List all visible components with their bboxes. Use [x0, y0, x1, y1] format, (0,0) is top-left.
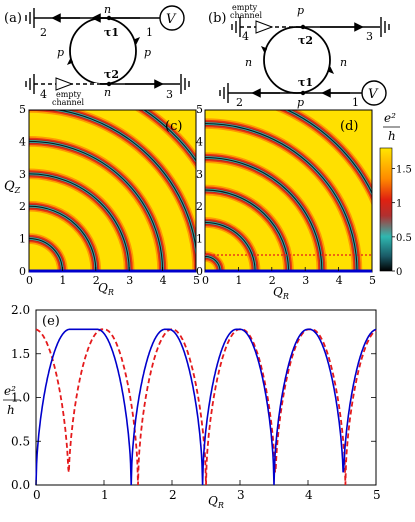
y-axis-label-denominator: h	[7, 403, 15, 417]
x-tick-label: 0	[26, 274, 33, 287]
x-tick-label: 1	[101, 488, 109, 502]
y-tick-label: 5	[196, 103, 203, 116]
panel-b-tag: (b)	[208, 11, 226, 26]
colorbar: e² h 1.5 1 0.5 0	[379, 111, 412, 278]
panel-a-tag: (a)	[4, 11, 22, 26]
source-label: V	[166, 12, 177, 27]
terminal-4: 4	[40, 88, 47, 101]
colorbar-tick-label: 0	[396, 267, 402, 278]
terminal-3: 3	[166, 88, 173, 101]
series-solid	[35, 328, 377, 486]
x-axis-label: QR	[273, 285, 289, 301]
y-tick-label: 3	[196, 168, 203, 181]
region-left: p	[57, 46, 64, 59]
terminal-2: 2	[236, 96, 243, 109]
x-tick-label: 3	[302, 274, 309, 287]
x-tick-label: 3	[237, 488, 245, 502]
empty-channel-line2: channel	[52, 98, 84, 107]
panel-a-circuit: (a) V 2 1 n p p n τ1 τ2 4	[4, 3, 190, 107]
region-bottom: p	[297, 96, 304, 109]
y-tick-label: 1.5	[11, 347, 30, 361]
heatmap-background	[29, 110, 196, 271]
y-tick-label: 2	[196, 200, 203, 213]
terminal-4: 4	[242, 30, 249, 43]
ground-symbol	[25, 8, 35, 28]
panel-d-tag: (d)	[340, 119, 358, 134]
colorbar-strip	[379, 147, 393, 272]
x-tick-label: 2	[269, 274, 276, 287]
region-top: p	[297, 4, 304, 17]
y-axis-label-numerator: e²	[4, 384, 16, 398]
y-tick-label: 0.0	[11, 478, 30, 492]
colorbar-unit-numerator: e²	[384, 111, 396, 125]
terminal-1: 1	[146, 26, 153, 39]
x-axis-label: QR	[98, 281, 114, 297]
tau-label-bottom: τ1	[298, 76, 313, 89]
y-tick-label: 3	[19, 168, 26, 181]
y-tick-label: 2	[19, 200, 26, 213]
region-right: p	[144, 46, 151, 59]
colorbar-unit-denominator: h	[388, 129, 396, 143]
panel-c-tag: (c)	[165, 119, 182, 134]
y-tick-label: 0	[19, 265, 26, 278]
source-label: V	[368, 87, 379, 102]
voltage-source	[361, 80, 387, 106]
x-tick-label: 4	[305, 488, 313, 502]
x-tick-label: 0	[33, 488, 41, 502]
y-tick-label: 4	[196, 135, 203, 148]
terminal-2: 2	[40, 26, 47, 39]
x-tick-label: 3	[126, 274, 133, 287]
colorbar-tick-label: 0.5	[396, 233, 412, 244]
x-tick-label: 5	[369, 274, 376, 287]
colorbar-tick-label: 1	[396, 199, 402, 210]
y-tick-label: 0	[196, 265, 203, 278]
line-chart-e: (e) 0 1 2 3 4 5 0.0 0.5 1.0 1.5 2.0 e² h QR	[3, 303, 381, 510]
region-top: n	[104, 3, 111, 16]
x-axis-label: QR	[208, 494, 224, 510]
tau-label-bottom: τ2	[104, 68, 119, 81]
y-tick-label: 5	[19, 103, 26, 116]
ring	[69, 17, 137, 85]
empty-channel-line1: empty	[56, 90, 82, 99]
y-tick-label: 0.5	[11, 434, 30, 448]
panel-b-circuit: (b) empty channel 4 3 p n n p τ2 τ1 V 2	[208, 3, 390, 109]
colorbar-tick-label: 1.5	[396, 165, 412, 176]
x-tick-label: 4	[336, 274, 343, 287]
x-tick-label: 2	[169, 488, 177, 502]
region-left: n	[245, 56, 252, 69]
x-tick-label: 4	[160, 274, 167, 287]
series-dashed	[35, 328, 377, 486]
x-tick-label: 1	[235, 274, 242, 287]
terminal-3: 3	[366, 30, 373, 43]
y-tick-label: 1.0	[11, 391, 30, 405]
y-axis-label: QZ	[4, 179, 21, 195]
x-tick-label: 2	[93, 274, 100, 287]
y-tick-label: 2.0	[11, 303, 30, 317]
y-tick-label: 1	[19, 233, 26, 246]
panel-e-tag: (e)	[42, 314, 60, 329]
ring	[263, 26, 331, 94]
terminal-1: 1	[352, 96, 359, 109]
x-tick-label: 5	[373, 488, 381, 502]
voltage-source	[159, 5, 185, 31]
region-bottom: n	[104, 86, 111, 99]
y-tick-label: 4	[19, 135, 26, 148]
tau-label-top: τ1	[104, 26, 119, 39]
x-tick-label: 1	[59, 274, 66, 287]
x-tick-label: 0	[202, 274, 209, 287]
empty-channel-line1: empty	[232, 3, 258, 12]
y-tick-label: 1	[196, 233, 203, 246]
tau-label-top: τ2	[298, 34, 313, 47]
region-right: n	[340, 56, 347, 69]
x-tick-label: 5	[193, 274, 200, 287]
empty-channel-line2: channel	[230, 11, 262, 20]
